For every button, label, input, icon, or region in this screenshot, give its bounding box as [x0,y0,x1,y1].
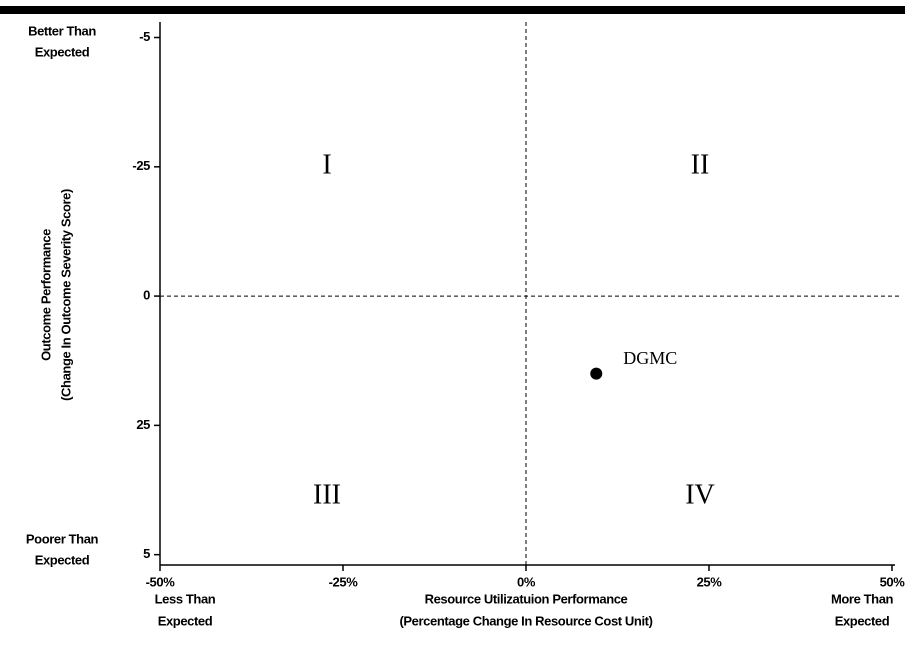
quadrant-label: II [691,149,710,180]
y-tick-label: 5 [143,546,150,561]
x-right-label: Expected [835,613,890,628]
x-tick-label: 50% [880,574,905,589]
x-left-label: Expected [158,613,213,628]
x-axis-title: (Percentage Change In Resource Cost Unit… [399,613,652,628]
y-bottom-label: Expected [35,552,90,567]
top-bar [0,6,905,14]
x-axis-title: Resource Utilizatuion Performance [425,591,628,606]
quadrant-label: III [313,479,341,510]
x-tick-label: -25% [329,574,359,589]
x-left-label: Less Than [155,591,216,606]
x-tick-label: 25% [697,574,723,589]
x-tick-label: -50% [146,574,176,589]
x-tick-label: 0% [517,574,536,589]
y-axis-title: Outcome Performance [38,229,53,361]
y-tick-label: -25 [132,158,150,173]
quadrant-label: IV [685,479,715,510]
y-tick-label: 25 [136,417,150,432]
x-right-label: More Than [831,591,894,606]
point-label: DGMC [623,348,677,368]
y-axis-title: (Change In Outcome Severity Score) [58,189,73,401]
y-tick-label: 0 [143,288,150,303]
quadrant-label: I [322,149,331,180]
point [590,367,603,380]
y-top-label: Expected [35,44,90,59]
y-bottom-label: Poorer Than [26,531,99,546]
y-top-label: Better Than [28,23,96,38]
y-tick-label: -5 [139,29,150,44]
